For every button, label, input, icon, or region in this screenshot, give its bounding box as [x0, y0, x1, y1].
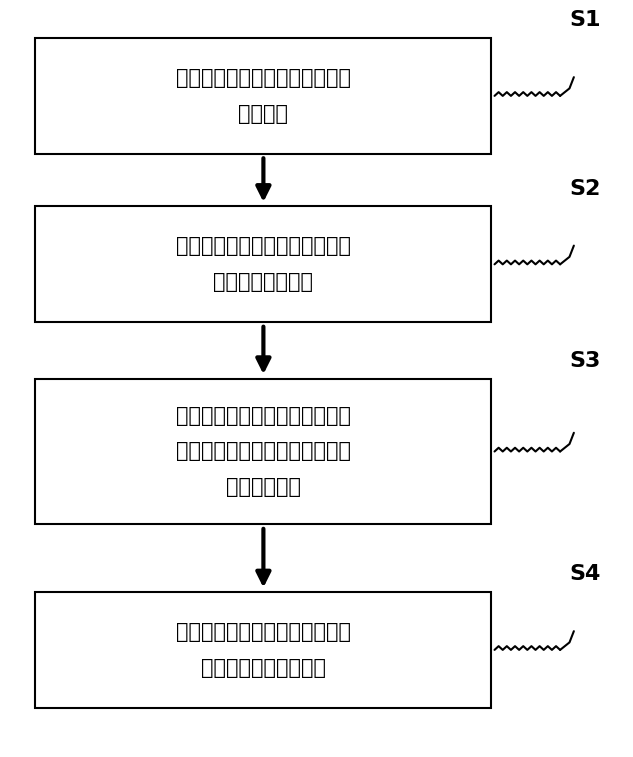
Text: 像的各个边缘区域: 像的各个边缘区域	[213, 273, 313, 292]
Text: S4: S4	[570, 565, 601, 584]
Text: 图像边缘检测步骤，得到基准图: 图像边缘检测步骤，得到基准图	[176, 236, 351, 257]
Text: 路面检测步骤，确定待检测路面: 路面检测步骤，确定待检测路面	[176, 622, 351, 642]
Bar	[35, 378, 491, 525]
Text: 区域的路面平整度情况: 区域的路面平整度情况	[201, 658, 326, 678]
Text: S3: S3	[570, 351, 601, 371]
Bar	[35, 592, 491, 708]
Bar	[35, 38, 491, 154]
Text: S2: S2	[570, 179, 601, 199]
Text: 中任意一个像素点在对比图像上: 中任意一个像素点在对比图像上	[176, 441, 351, 462]
Text: 的匹配像素点: 的匹配像素点	[226, 478, 301, 497]
Text: 双目图像: 双目图像	[239, 104, 289, 124]
Text: 图像获取步骤，获取道路路面的: 图像获取步骤，获取道路路面的	[176, 68, 351, 88]
Text: S1: S1	[569, 11, 601, 30]
Text: 像素点匹配步骤，获取基准图像: 像素点匹配步骤，获取基准图像	[176, 406, 351, 425]
Bar	[35, 207, 491, 322]
